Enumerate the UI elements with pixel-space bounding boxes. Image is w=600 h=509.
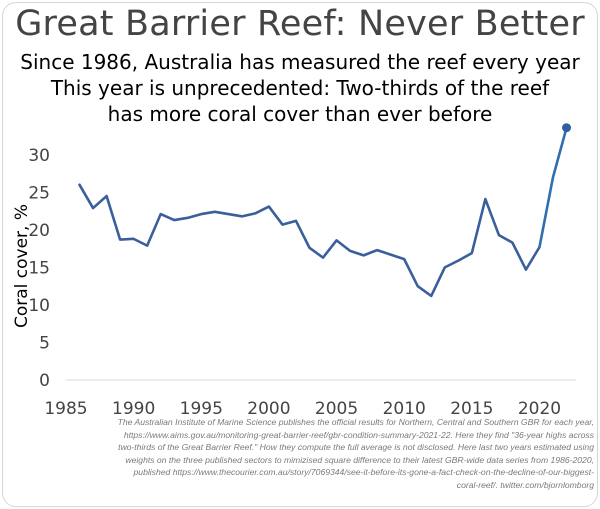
footnote-line-3: two-thirds of the Great Barrier Reef." H… xyxy=(118,442,594,453)
estimated-years-line xyxy=(538,126,568,249)
footnote-line-2: https://www.aims.gov.au/monitoring-great… xyxy=(123,429,594,440)
y-tick-label: 20 xyxy=(28,221,50,241)
subtitle-line-1: Since 1986, Australia has measured the r… xyxy=(20,50,580,74)
chart-title: Great Barrier Reef: Never Better xyxy=(15,4,585,44)
x-tick-label: 2015 xyxy=(450,399,493,419)
subtitle-line-3: has more coral cover than ever before xyxy=(107,102,493,126)
coral-cover-line xyxy=(78,183,541,298)
y-tick-label: 15 xyxy=(28,258,50,278)
series-group xyxy=(78,123,572,298)
y-tick-label: 5 xyxy=(39,333,50,353)
x-tick-label: 1995 xyxy=(180,399,223,419)
y-tick-label: 0 xyxy=(39,371,50,391)
x-tick-label: 2010 xyxy=(383,399,426,419)
footnote-line-4: weights on the three published sectors t… xyxy=(125,454,594,465)
x-tick-label: 2000 xyxy=(247,399,290,419)
y-tick-label: 10 xyxy=(28,296,50,316)
source-footnote: The Australian Institute of Marine Scien… xyxy=(8,416,594,492)
x-tick-label: 1985 xyxy=(44,399,87,419)
y-axis-label: Coral cover, % xyxy=(12,204,32,328)
chart-subtitle: Since 1986, Australia has measured the r… xyxy=(0,49,600,127)
x-tick-label: 2005 xyxy=(315,399,358,419)
x-tick-labels: 1985 1990 1995 2000 2005 2010 2015 2020 xyxy=(44,399,561,419)
subtitle-line-2: This year is unprecedented: Two-thirds o… xyxy=(50,76,550,100)
y-tick-label: 25 xyxy=(28,183,50,203)
y-tick-label: 30 xyxy=(28,146,50,166)
footnote-line-1: The Australian Institute of Marine Scien… xyxy=(117,417,594,427)
latest-value-marker xyxy=(562,123,572,133)
x-tick-label: 1990 xyxy=(112,399,155,419)
x-tick-label: 2020 xyxy=(518,399,561,419)
footnote-line-6: coral-reef/. twitter.com/bjornlomborg xyxy=(456,479,594,490)
y-tick-labels: 0 5 10 15 20 25 30 xyxy=(28,146,50,391)
footnote-line-5: published https://www.thecourier.com.au/… xyxy=(133,467,594,478)
